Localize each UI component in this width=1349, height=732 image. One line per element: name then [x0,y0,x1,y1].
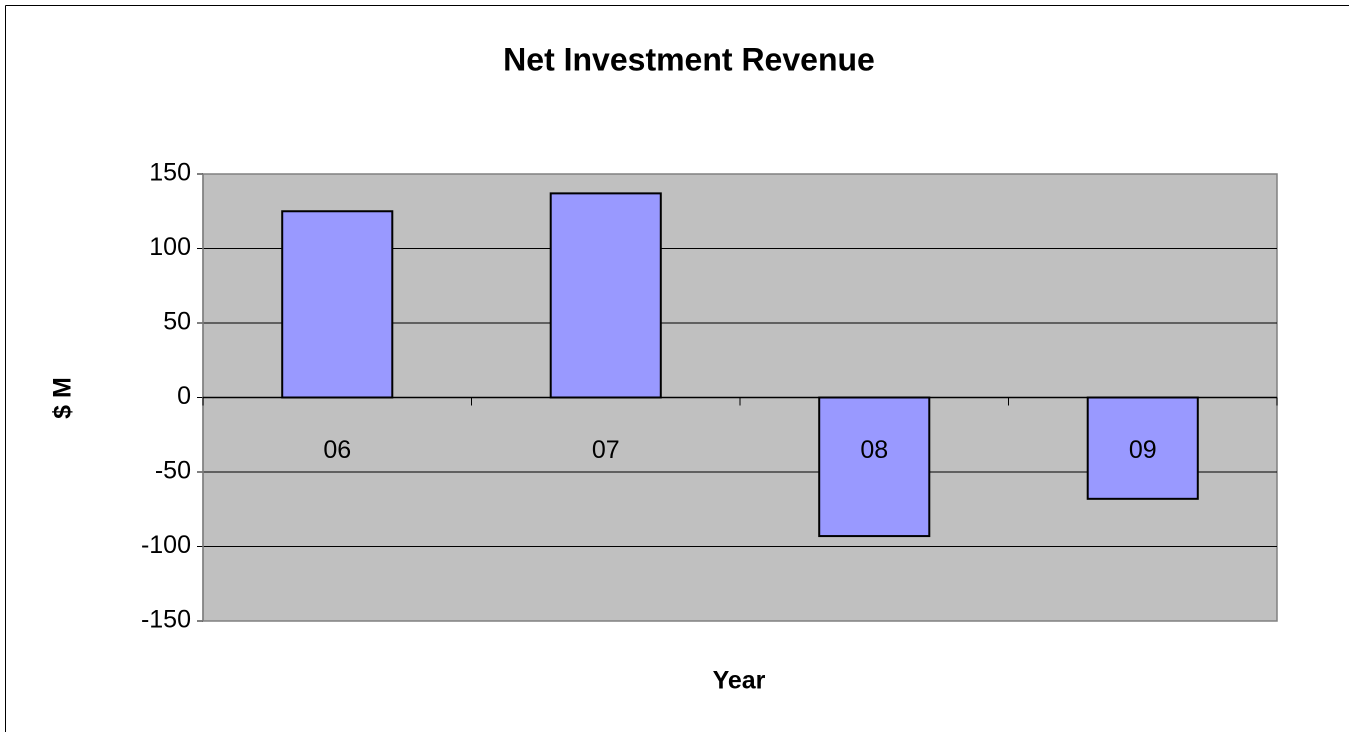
bar [549,192,662,399]
x-tick-label: 07 [592,436,620,464]
y-tick-label: -50 [155,457,191,485]
y-tick-label: 100 [149,233,191,261]
bar [281,210,394,399]
x-tick-label: 09 [1129,436,1157,464]
y-tick-label: 150 [149,159,191,187]
chart-title: Net Investment Revenue [503,41,875,77]
bar [818,396,931,538]
x-tick-label: 08 [860,436,888,464]
x-axis-label: Year [713,667,766,695]
y-tick-label: 50 [163,308,191,336]
y-tick-label: -150 [141,606,191,634]
y-axis-label: $ M [49,377,77,419]
x-tick-label: 06 [323,436,351,464]
y-tick-label: -100 [141,531,191,559]
y-tick-label: 0 [177,382,191,410]
